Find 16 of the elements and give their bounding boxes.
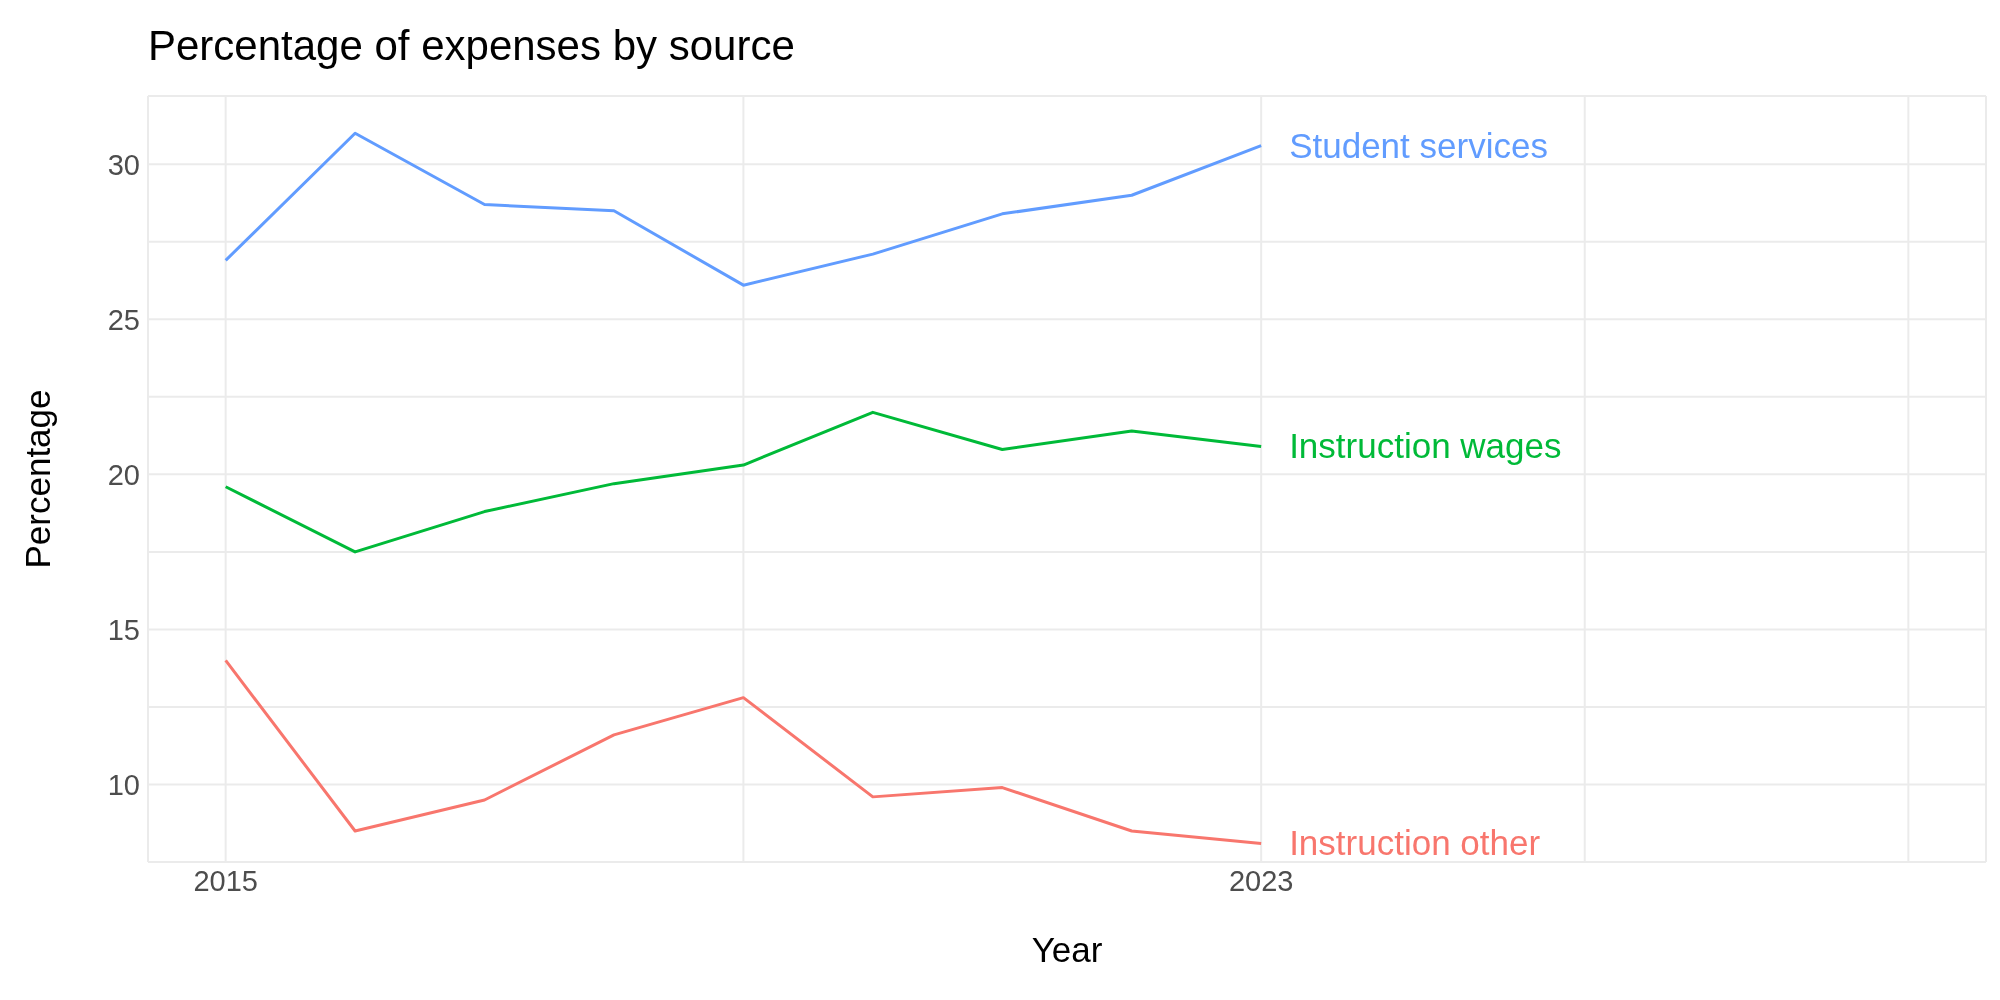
line-series <box>224 131 1263 287</box>
y-tick-label: 10 <box>107 768 140 801</box>
y-tick-label: 30 <box>107 148 140 181</box>
series-label: Instruction wages <box>1289 426 1562 466</box>
series-label: Student services <box>1289 125 1548 165</box>
y-tick-label: 20 <box>107 458 140 491</box>
x-axis-title: Year <box>1031 930 1103 969</box>
x-tick-label: 2015 <box>193 864 258 897</box>
y-tick-label: 15 <box>107 613 140 646</box>
y-axis-title: Percentage <box>18 389 58 569</box>
chart-title: Percentage of expenses by source <box>148 22 795 70</box>
x-tick-label: 2023 <box>1228 864 1294 897</box>
line-series <box>224 410 1263 554</box>
series-label: Instruction other <box>1289 823 1541 863</box>
line-series <box>224 658 1263 845</box>
y-tick-label: 25 <box>107 303 140 336</box>
